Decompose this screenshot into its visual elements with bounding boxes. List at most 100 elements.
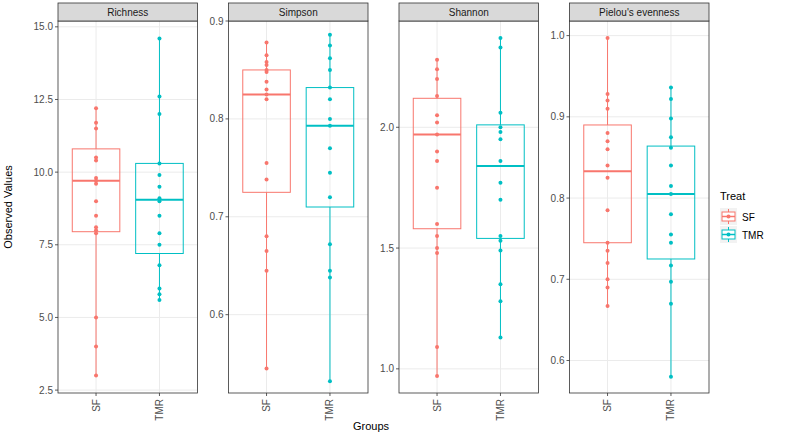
median <box>413 134 461 136</box>
tick-mark <box>567 279 570 280</box>
grid-line <box>570 279 710 280</box>
grid-line <box>570 35 710 36</box>
point <box>669 241 673 245</box>
tick-label: 0.7 <box>210 211 224 222</box>
strip-title: Shannon <box>449 7 489 18</box>
category-label: TMR <box>665 399 676 421</box>
tick-mark <box>55 172 58 173</box>
box <box>647 146 695 259</box>
legend-key-point <box>727 233 731 237</box>
point <box>328 56 332 60</box>
point <box>94 127 98 131</box>
tick-mark-x <box>500 393 501 396</box>
x-axis-title: Groups <box>353 420 390 432</box>
point <box>606 164 610 168</box>
point <box>606 176 610 180</box>
grid-line-x <box>266 21 267 393</box>
legend-key-point <box>727 215 731 219</box>
point <box>265 70 269 74</box>
grid-line <box>229 118 369 119</box>
point <box>498 137 502 141</box>
point <box>328 124 332 128</box>
grid-line-x <box>607 21 608 393</box>
point <box>328 68 332 72</box>
point <box>157 286 161 290</box>
point <box>669 86 673 90</box>
strip-title: Richness <box>107 7 148 18</box>
grid-line <box>399 368 539 369</box>
point <box>498 46 502 50</box>
point <box>265 63 269 67</box>
median <box>584 170 632 172</box>
point <box>328 242 332 246</box>
panel-background <box>229 21 369 393</box>
tick-label: 1.0 <box>380 363 394 374</box>
tick-mark <box>396 368 399 369</box>
point <box>328 33 332 37</box>
category-label: TMR <box>495 399 506 421</box>
whisker <box>266 192 267 368</box>
tick-mark <box>226 21 229 22</box>
point <box>435 251 439 255</box>
tick-mark <box>55 99 58 100</box>
grid-line-x <box>670 21 671 393</box>
tick-label: 1.5 <box>380 243 394 254</box>
grid-line <box>229 216 369 217</box>
point <box>669 192 673 196</box>
point <box>606 131 610 135</box>
point <box>606 277 610 281</box>
median <box>72 180 120 182</box>
point <box>498 248 502 252</box>
point <box>669 233 673 237</box>
whisker <box>607 38 608 125</box>
point <box>265 269 269 273</box>
point <box>498 36 502 40</box>
panel-border <box>399 21 539 393</box>
chart: 2.55.07.510.012.515.0SFTMRRichness0.60.7… <box>0 0 802 438</box>
category-label: TMR <box>154 399 165 421</box>
point <box>265 88 269 92</box>
box <box>306 88 354 207</box>
tick-label: 0.9 <box>210 16 224 27</box>
tick-label: 0.6 <box>210 309 224 320</box>
point <box>94 199 98 203</box>
point <box>669 146 673 150</box>
point <box>498 111 502 115</box>
point <box>435 94 439 98</box>
legend-key-box <box>722 230 735 239</box>
tick-label: 15.0 <box>34 21 54 32</box>
box <box>584 125 632 243</box>
point <box>328 171 332 175</box>
grid-line <box>399 248 539 249</box>
panel-background <box>570 21 710 393</box>
point <box>498 181 502 185</box>
point <box>435 149 439 153</box>
tick-mark-x <box>329 393 330 396</box>
point <box>435 234 439 238</box>
panel: 0.60.70.80.91.0SFTMRPielou's evenness <box>551 3 709 421</box>
point <box>157 112 161 116</box>
panel: 1.01.52.0SFTMRShannon <box>380 3 538 421</box>
tick-label: 5.0 <box>39 312 53 323</box>
grid-line <box>570 360 710 361</box>
point <box>328 269 332 273</box>
point <box>498 125 502 129</box>
median <box>647 193 695 195</box>
grid-line <box>58 26 198 27</box>
tick-mark <box>567 116 570 117</box>
tick-mark <box>226 118 229 119</box>
point <box>265 367 269 371</box>
point <box>94 121 98 125</box>
point <box>94 106 98 110</box>
tick-label: 2.5 <box>39 385 53 396</box>
point <box>669 116 673 120</box>
median <box>477 165 525 167</box>
point <box>606 285 610 289</box>
point <box>669 212 673 216</box>
point <box>606 241 610 245</box>
point <box>265 97 269 101</box>
strip <box>399 3 539 21</box>
point <box>157 36 161 40</box>
tick-mark <box>567 35 570 36</box>
strip <box>229 3 369 21</box>
